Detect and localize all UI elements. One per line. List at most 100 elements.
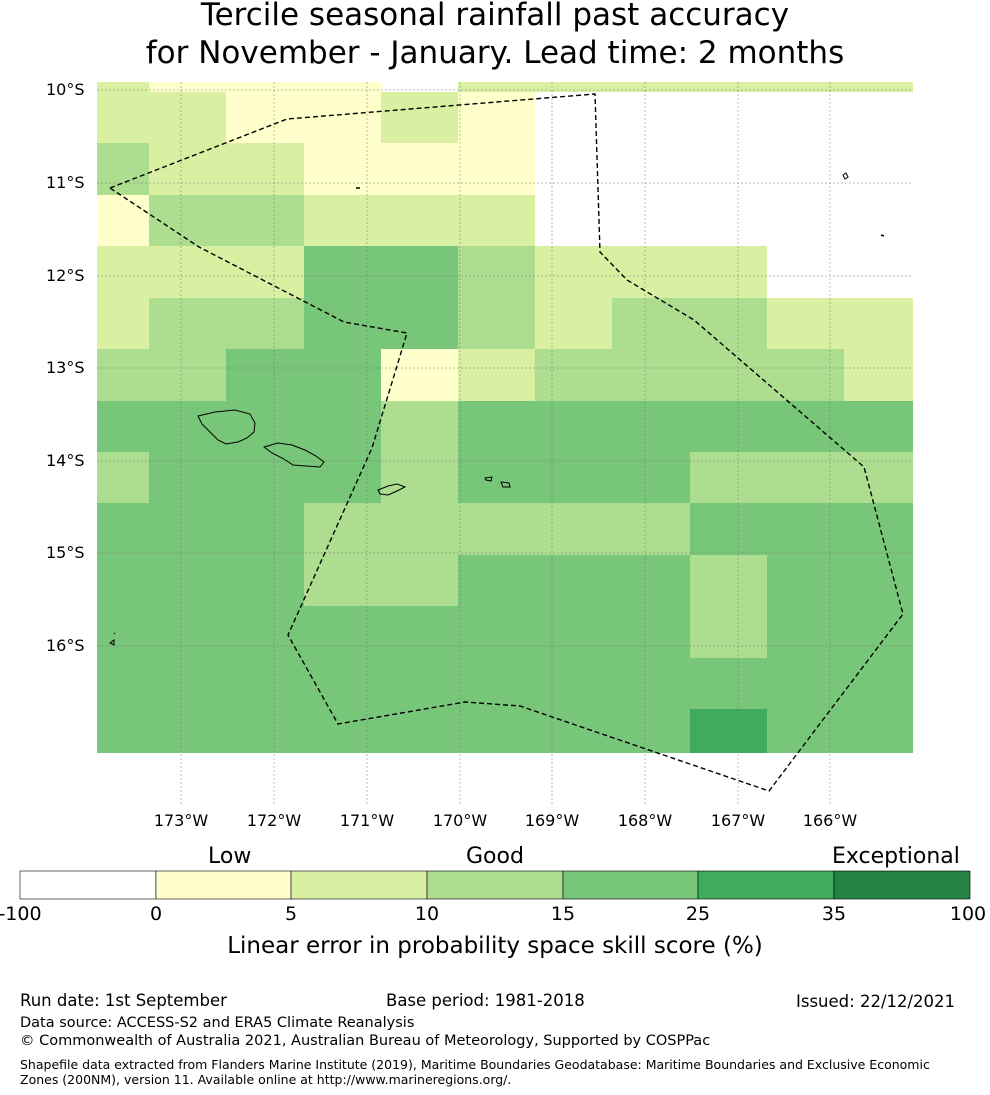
eez-boundary — [108, 93, 904, 792]
lat-label-14s: 14°S — [46, 451, 85, 470]
island-fakaofo — [842, 172, 849, 180]
grid-cell — [149, 195, 226, 246]
grid-cell — [381, 246, 458, 298]
island-upolu — [262, 442, 325, 468]
grid-cell — [612, 503, 690, 555]
grid-cell — [381, 143, 458, 195]
grid-cell — [149, 555, 226, 606]
grid-cell — [690, 709, 767, 753]
data-source: Data source: ACCESS-S2 and ERA5 Climate … — [20, 1015, 415, 1031]
island-rose — [880, 234, 885, 237]
category-exceptional: Exceptional — [832, 844, 960, 869]
grid-cell — [458, 298, 535, 349]
lon-label-171w: 171°W — [339, 811, 395, 830]
grid-cell — [612, 92, 690, 143]
grid-cell — [844, 503, 913, 555]
grid-cell — [612, 452, 690, 503]
grid-cell — [535, 452, 612, 503]
grid-cell — [458, 606, 535, 658]
grid-cell — [226, 401, 304, 452]
grid-cell — [149, 82, 226, 92]
grid-cell — [381, 349, 458, 401]
grid-cell — [149, 606, 226, 658]
grid-cell — [690, 503, 767, 555]
grid-cell — [149, 452, 226, 503]
grid-cell — [844, 555, 913, 606]
grid-cell — [381, 195, 458, 246]
grid-cell — [535, 82, 612, 92]
category-good: Good — [466, 844, 524, 869]
grid-cell — [612, 658, 690, 709]
grid-cell — [226, 92, 304, 143]
grid-cell — [844, 82, 913, 92]
run-date: Run date: 1st September — [20, 991, 227, 1010]
grid-cell — [612, 195, 690, 246]
grid-cell — [458, 658, 535, 709]
grid-cell — [149, 349, 226, 401]
grid-cell — [381, 82, 458, 92]
grid-cell — [690, 92, 767, 143]
lat-label-15s: 15°S — [46, 543, 85, 562]
grid-cell — [381, 606, 458, 658]
grid-cell — [535, 92, 612, 143]
grid-cell — [97, 143, 149, 195]
grid-cell — [97, 401, 149, 452]
grid-cell — [304, 658, 381, 709]
grid-cell — [458, 82, 535, 92]
grid-cell — [458, 195, 535, 246]
grid-cell — [458, 452, 535, 503]
lat-label-11s: 11°S — [46, 173, 85, 192]
grid-cell — [844, 195, 913, 246]
grid-cell — [149, 246, 226, 298]
lon-label-169w: 169°W — [524, 811, 580, 830]
grid-cell — [535, 709, 612, 753]
grid-cell — [767, 195, 844, 246]
grid-cell — [149, 658, 226, 709]
grid-cell — [97, 709, 149, 753]
grid-cell — [226, 709, 304, 753]
grid-cell — [767, 606, 844, 658]
grid-cell — [226, 658, 304, 709]
lon-label-170w: 170°W — [432, 811, 488, 830]
grid-cell — [690, 246, 767, 298]
island-wallis — [109, 632, 116, 646]
lon-label-166w: 166°W — [802, 811, 858, 830]
lat-label-13s: 13°S — [46, 358, 85, 377]
grid-cell — [767, 298, 844, 349]
colorbar-segment — [426, 870, 564, 900]
grid-cell — [226, 555, 304, 606]
grid-cell — [844, 246, 913, 298]
cbar-tick-label: 10 — [414, 903, 440, 925]
grid-cell — [149, 143, 226, 195]
grid-cell — [97, 349, 149, 401]
cbar-tick-label: 25 — [685, 903, 711, 925]
grid-cell — [690, 401, 767, 452]
grid-cell — [535, 246, 612, 298]
grid-cell — [767, 709, 844, 753]
grid-cell — [97, 246, 149, 298]
grid-cell — [226, 82, 304, 92]
grid-cell — [767, 401, 844, 452]
grid-cell — [612, 246, 690, 298]
grid-cell — [690, 195, 767, 246]
colorbar-segment — [290, 870, 428, 900]
grid-cell — [767, 555, 844, 606]
grid-cell — [458, 246, 535, 298]
colorbar-segment — [155, 870, 292, 900]
grid-cell — [97, 195, 149, 246]
grid-cell — [612, 606, 690, 658]
graticule — [97, 82, 913, 804]
lon-label-167w: 167°W — [710, 811, 766, 830]
grid-cell — [304, 92, 381, 143]
grid-cell — [381, 555, 458, 606]
lat-label-16s: 16°S — [46, 636, 85, 655]
grid-cell — [226, 503, 304, 555]
grid-cell — [535, 606, 612, 658]
grid-cell — [97, 606, 149, 658]
lon-label-172w: 172°W — [246, 811, 302, 830]
grid-cell — [458, 503, 535, 555]
grid-cell — [97, 92, 149, 143]
grid-cell — [844, 143, 913, 195]
grid-cell — [690, 298, 767, 349]
